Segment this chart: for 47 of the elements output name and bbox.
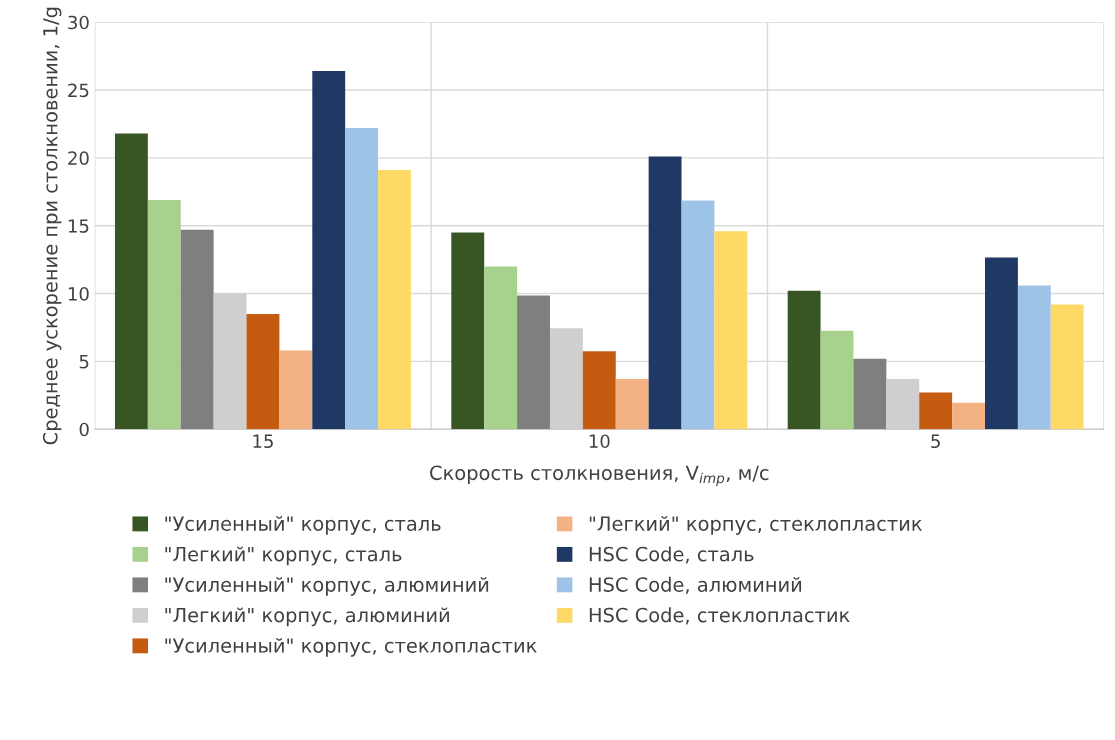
legend-label: "Усиленный" корпус, алюминий: [165, 576, 489, 596]
bar: [853, 358, 887, 430]
y-tick-label: 10: [68, 286, 89, 301]
y-tick-label: 30: [68, 15, 89, 30]
legend-label: HSC Code, сталь: [589, 546, 754, 564]
legend-label: "Легкий" корпус, сталь: [165, 546, 402, 566]
y-tick-label: 20: [68, 151, 89, 165]
bar: [549, 328, 583, 430]
bar: [180, 229, 214, 430]
bar: [279, 350, 313, 430]
bar: [312, 71, 346, 430]
bar: [886, 379, 920, 430]
x-tick-label: 10: [589, 434, 610, 449]
bar: [820, 330, 854, 430]
y-axis-title: Среднее ускорение при столкновении, 1/g: [42, 7, 62, 445]
bar: [714, 231, 748, 430]
x-axis-title: Скорость столкновения, V$_{imp}$, м/с: [430, 465, 769, 486]
y-tick-label: 25: [68, 83, 89, 98]
bar: [919, 392, 953, 430]
x-tick-label: 5: [931, 434, 940, 449]
bar: [582, 351, 616, 430]
bar: [787, 290, 821, 430]
bar: [246, 313, 280, 430]
bar: [147, 199, 181, 430]
bar: [1050, 304, 1084, 430]
bar: [681, 200, 715, 430]
y-tick-label: 15: [68, 219, 89, 233]
legend-label: "Усиленный" корпус, сталь: [165, 515, 441, 535]
legend-label: HSC Code, алюминий: [589, 576, 802, 594]
bar: [952, 402, 985, 430]
legend-label: "Легкий" корпус, алюминий: [165, 607, 449, 627]
bar: [615, 379, 649, 430]
y-tick-label: 5: [79, 355, 89, 369]
bar: [517, 295, 550, 430]
bar: [451, 232, 485, 430]
bar: [345, 128, 379, 430]
bar: [378, 170, 411, 430]
x-tick-label: 15: [253, 434, 273, 449]
bar: [484, 266, 518, 430]
bar: [114, 133, 148, 430]
legend-label: HSC Code, стеклопластик: [589, 607, 850, 625]
bar: [1017, 285, 1051, 430]
bar: [648, 156, 682, 430]
legend-label: "Усиленный" корпус, стеклопластик: [165, 637, 537, 657]
legend-label: "Легкий" корпус, стеклопластик: [589, 515, 922, 535]
y-tick-label: 0: [79, 422, 89, 437]
bar: [985, 257, 1018, 430]
